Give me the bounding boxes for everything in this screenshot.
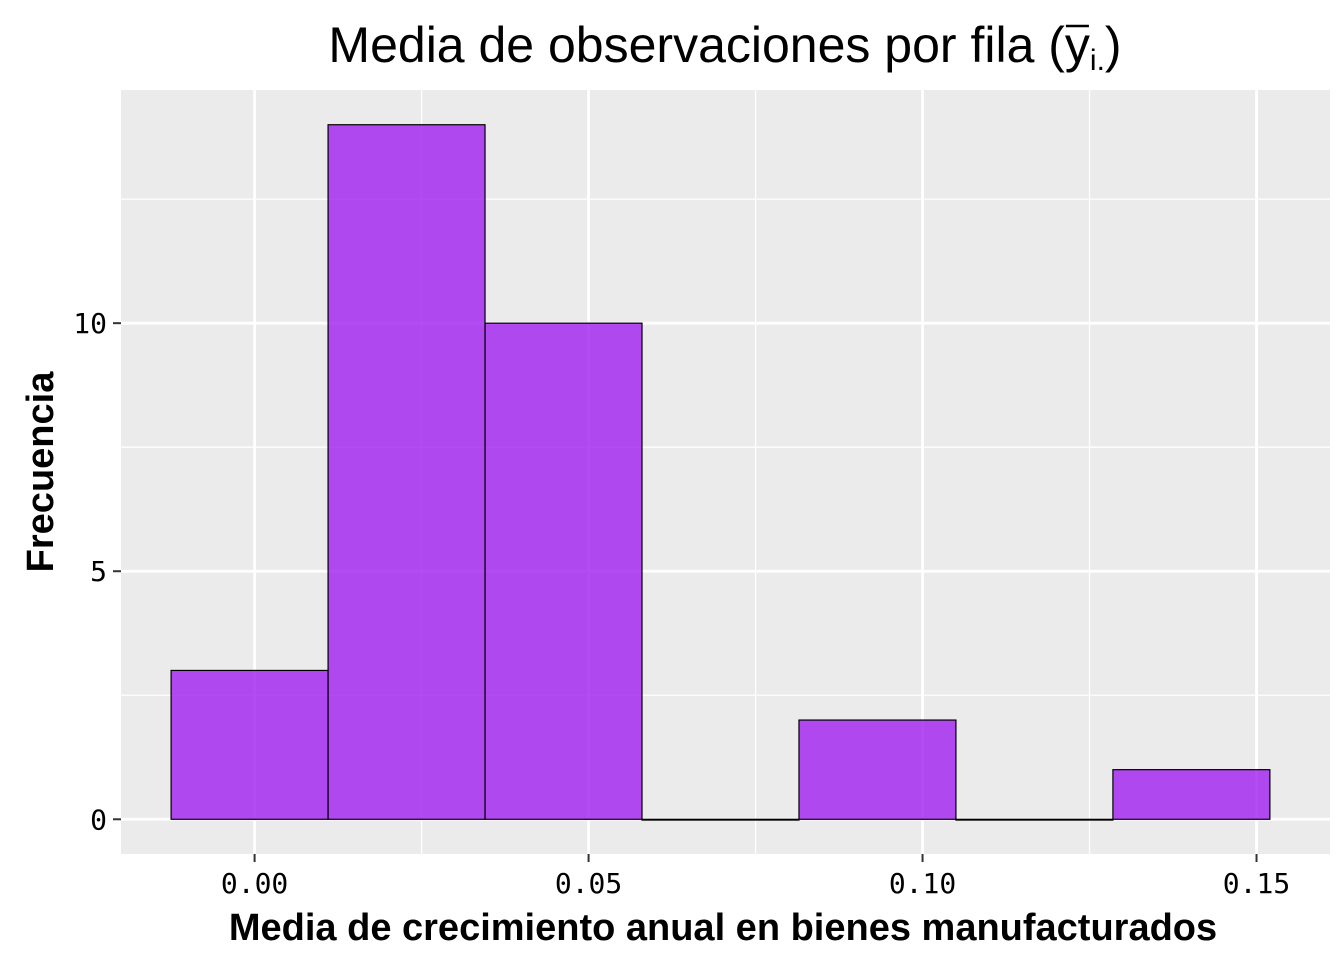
x-tick-label: 0.15	[1223, 867, 1290, 900]
histogram-bar	[798, 719, 957, 820]
x-axis-title: Media de crecimiento anual en bienes man…	[229, 907, 1217, 949]
histogram-bar	[327, 124, 486, 820]
histogram-bar	[484, 322, 643, 820]
y-axis-title: Frecuencia	[20, 371, 62, 573]
title-suffix: )	[1105, 17, 1122, 73]
histogram-bars	[170, 124, 1271, 821]
histogram-bar	[641, 818, 800, 821]
axis-ticks: 0.00 0.05 0.10 0.15 0 5 10	[73, 307, 1290, 900]
x-tick-label: 0.00	[221, 867, 288, 900]
y-tick-label: 0	[90, 803, 107, 836]
histogram-bar	[170, 669, 329, 820]
x-tick-label: 0.10	[889, 867, 956, 900]
histogram-bar	[955, 818, 1114, 821]
y-tick-label: 10	[73, 307, 107, 340]
chart-title: Media de observaciones por fila (yi.)	[328, 17, 1121, 77]
y-tick-label: 5	[90, 555, 107, 588]
x-tick-label: 0.05	[555, 867, 622, 900]
title-subscript: i.	[1090, 44, 1105, 77]
histogram-bar	[1112, 769, 1271, 820]
